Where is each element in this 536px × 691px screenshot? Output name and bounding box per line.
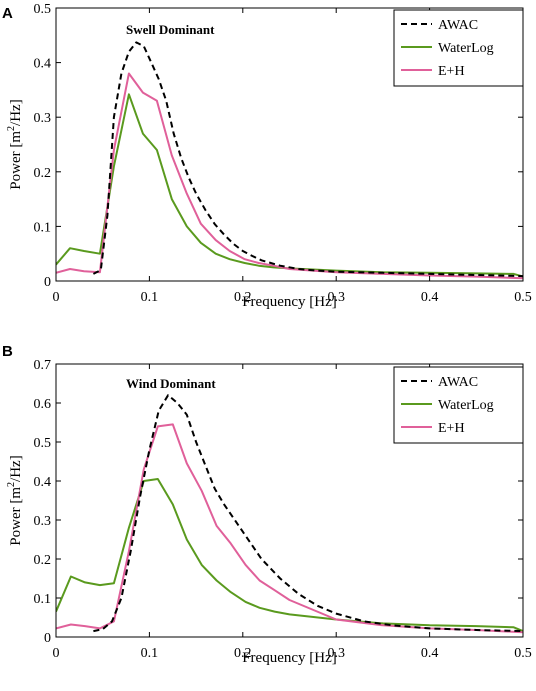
y-tick-label: 0.4 — [34, 475, 52, 490]
x-tick-label: 0.3 — [327, 290, 345, 305]
x-tick-label: 0.4 — [421, 646, 439, 661]
x-tick-label: 0.2 — [234, 290, 252, 305]
legend-entry: AWAC — [438, 375, 478, 390]
legend: AWAC WaterLog E+H — [393, 366, 524, 444]
y-axis-label-rest: /Hz] — [8, 99, 24, 126]
y-tick-label: 0.2 — [34, 553, 52, 568]
y-tick-label: 0.1 — [34, 220, 52, 235]
y-axis-label-superscript: 2 — [6, 126, 17, 131]
x-tick-label: 0 — [53, 646, 60, 661]
x-tick-label: 0 — [53, 290, 60, 305]
y-tick-label: 0.6 — [34, 397, 52, 412]
x-axis-label: Frequency [Hz] — [242, 650, 337, 666]
series-line-awac — [93, 394, 523, 633]
series-line-eh — [56, 423, 523, 634]
y-axis-label-base: Power [m — [8, 487, 24, 546]
panel-letter: B — [2, 343, 13, 360]
x-tick-label: 0.5 — [514, 646, 532, 661]
x-tick-label: 0.4 — [421, 290, 439, 305]
y-axis-label: Power [m2/Hz] — [6, 99, 24, 189]
y-tick-label: 0.3 — [34, 514, 52, 529]
y-tick-label: 0.5 — [34, 436, 52, 451]
x-tick-label: 0.2 — [234, 646, 252, 661]
y-tick-label: 0.3 — [34, 111, 52, 126]
y-tick-label: 0.5 — [34, 2, 52, 17]
x-tick-label: 0.1 — [141, 646, 159, 661]
series-line-waterlog — [56, 478, 523, 633]
legend-entry: E+H — [438, 64, 465, 79]
chart-panel-a: 0 0.1 0.2 0.3 0.4 0.5 0 0.1 0.2 0.3 0.4 0.5 Frequenc… — [2, 2, 532, 310]
annotation-label: Wind Dominant — [126, 376, 216, 391]
y-tick-label: 0 — [44, 631, 51, 646]
plot-frame — [55, 7, 524, 282]
legend-entry: E+H — [438, 421, 465, 436]
y-axis-label-rest: /Hz] — [8, 455, 24, 482]
x-tick-label: 0.3 — [327, 646, 345, 661]
y-tick-label: 0.1 — [34, 592, 52, 607]
y-axis-label-superscript: 2 — [6, 482, 17, 487]
y-tick-label: 0.2 — [34, 166, 52, 181]
x-axis-label: Frequency [Hz] — [242, 294, 337, 310]
series-line-awac — [92, 41, 523, 278]
annotation-label: Swell Dominant — [126, 22, 215, 37]
y-tick-label: 0.7 — [34, 358, 52, 373]
chart-panel-b: 0 0.1 0.2 0.3 0.4 0.5 0 0.1 0.2 0.3 0.4 0.5 0.6 0.7 Fr… — [2, 343, 532, 666]
y-tick-label: 0 — [44, 275, 51, 290]
legend-entry: AWAC — [438, 18, 478, 33]
x-tick-label: 0.5 — [514, 290, 532, 305]
series-line-waterlog — [56, 93, 523, 278]
panel-letter: A — [2, 5, 13, 22]
legend: AWAC WaterLog E+H — [393, 9, 524, 87]
x-tick-label: 0.1 — [141, 290, 159, 305]
y-tick-label: 0.4 — [34, 57, 52, 72]
legend-entry: WaterLog — [438, 398, 494, 413]
y-axis-label: Power [m2/Hz] — [6, 455, 24, 545]
plot-frame — [55, 363, 524, 638]
legend-entry: WaterLog — [438, 41, 494, 56]
y-axis-label-base: Power [m — [8, 131, 24, 190]
